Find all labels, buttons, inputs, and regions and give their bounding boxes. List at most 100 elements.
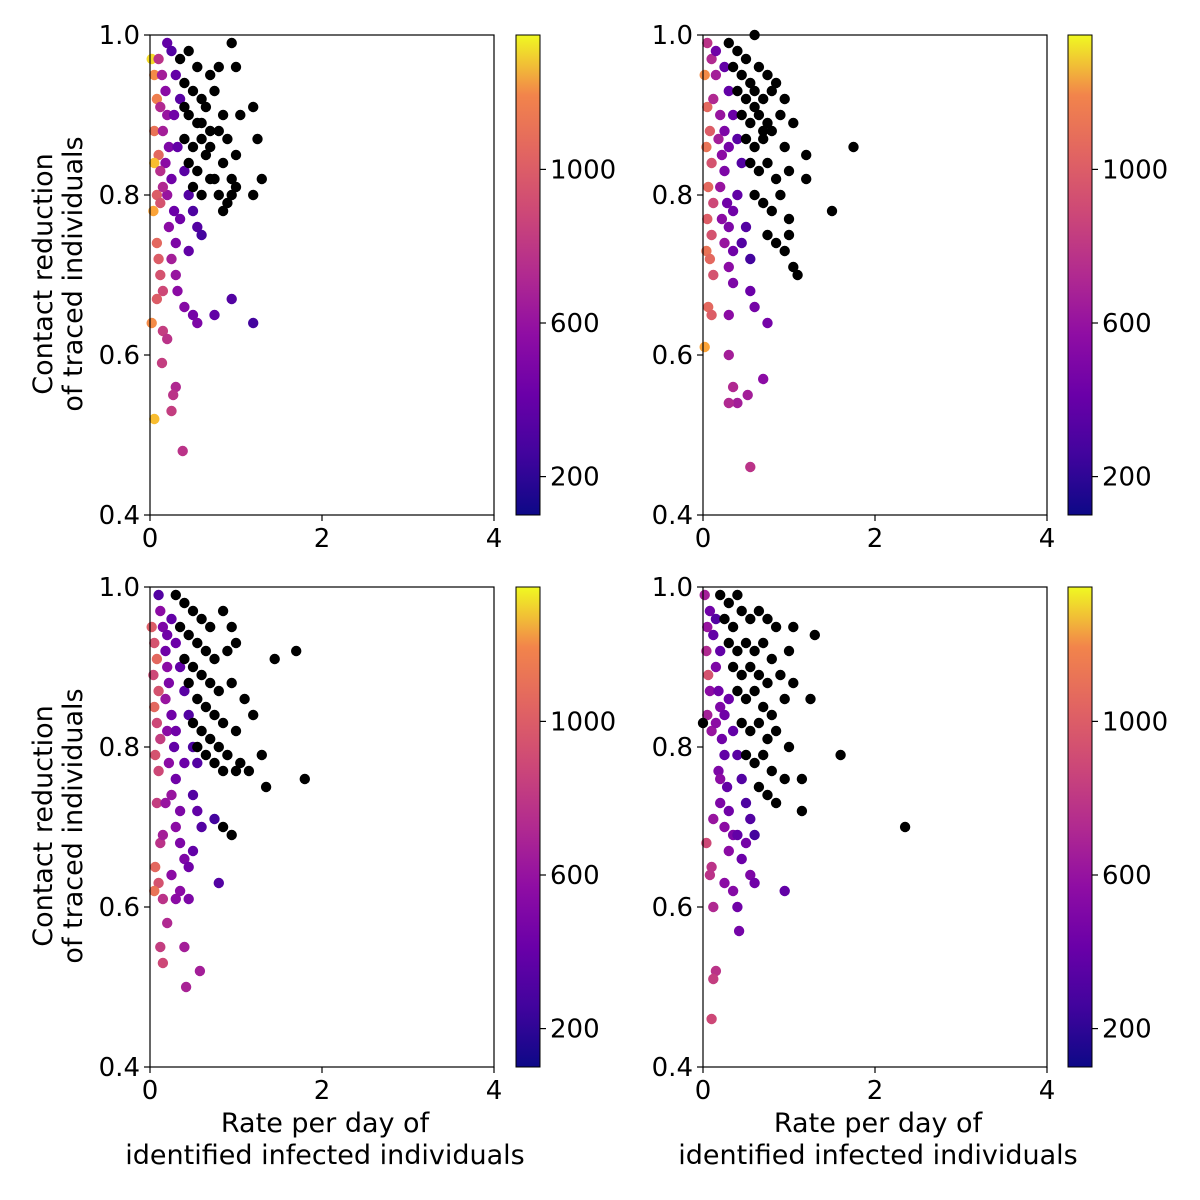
scatter-point [749,85,760,97]
scatter-point [155,837,166,849]
scatter-point [269,653,280,665]
scatter-point [183,109,194,121]
scatter-point [788,621,799,633]
scatter-point [170,69,181,81]
scatter-point [762,117,773,129]
x-tick-label: 4 [1039,524,1056,554]
scatter-point [732,685,743,697]
scatter-point [151,189,163,201]
scatter-point [762,613,773,625]
scatter-point [719,237,730,249]
scatter-point [226,173,237,185]
scatter-point [779,693,790,705]
scatter-point [170,269,181,281]
scatter-point [779,885,790,897]
scatter-point [155,197,166,209]
scatter-point [758,125,769,137]
scatter-point [187,661,199,673]
scatter-point [762,69,773,81]
scatter-point [704,125,716,137]
scatter-points [146,589,310,993]
scatter-point [749,757,760,769]
scatter-point [762,157,773,169]
scatter-point [770,621,782,633]
scatter-point [153,149,164,161]
scatter-point [179,653,190,665]
scatter-point [715,701,726,713]
scatter-point [155,101,166,113]
scatter-point [708,93,719,105]
scatter-point [162,189,173,201]
scatter-point [796,773,808,785]
scatter-point [753,61,765,73]
colorbar-tick-label: 1000 [550,707,616,737]
scatter-point [736,773,747,785]
scatter-point [715,645,726,657]
scatter-point [749,829,760,841]
scatter-point [151,717,163,729]
scatter-point [183,45,194,57]
scatter-point [702,213,713,225]
scatter-point [213,189,224,201]
scatter-point [151,653,163,665]
scatter-point [732,829,743,841]
x-tick-label: 2 [314,1076,331,1106]
scatter-point [779,93,790,105]
scatter-point [163,757,175,769]
scatter-point [745,869,756,881]
x-tick-label: 4 [486,524,503,554]
scatter-point [192,61,203,73]
scatter-point [708,629,719,641]
scatter-point [174,837,186,849]
scatter-point [783,741,795,753]
scatter-point [745,725,756,737]
colorbar: 200 600 1000 [1067,34,1168,516]
scatter-point [704,685,716,697]
x-tick-label: 0 [695,524,712,554]
colorbar-tick-label: 200 [1102,1015,1152,1045]
scatter-point [217,717,229,729]
scatter-point [699,341,710,353]
scatter-point [151,797,163,809]
scatter-point [192,637,203,649]
scatter-point [222,749,233,761]
scatter-point [779,773,790,785]
scatter-point [719,709,730,721]
scatter-point [148,205,159,217]
scatter-point [205,69,216,81]
scatter-point [230,181,242,193]
scatter-point [723,805,734,817]
scatter-point [809,629,820,641]
scatter-point [209,709,220,721]
scatter-point [153,877,164,889]
scatter-point [788,677,799,689]
scatter-point [192,805,203,817]
xlabel-right-line2: identified infected individuals [678,1140,1077,1171]
scatter-point [792,269,803,281]
scatter-point [796,805,808,817]
y-tick-label: 0.8 [99,181,140,211]
scatter-point [736,717,747,729]
scatter-point [762,733,773,745]
scatter-point [775,109,786,121]
scatter-point [732,45,743,57]
scatter-point [732,85,743,97]
scatter-point [200,645,212,657]
x-tick-label: 4 [1039,1076,1056,1106]
scatter-point [226,829,237,841]
scatter-point [205,733,216,745]
scatter-point [196,669,207,681]
scatter-point [192,317,203,329]
scatter-point [749,301,760,313]
scatter-point [749,189,760,201]
ylabel-bottom-line2: of traced individuals [58,688,89,963]
scatter-point [230,637,242,649]
scatter-point [723,349,734,361]
scatter-point [710,69,722,81]
y-tick-label: 1.0 [99,573,140,603]
scatter-point [256,749,267,761]
scatter-point [716,213,728,225]
scatter-point [168,741,180,753]
scatter-point [740,749,752,761]
